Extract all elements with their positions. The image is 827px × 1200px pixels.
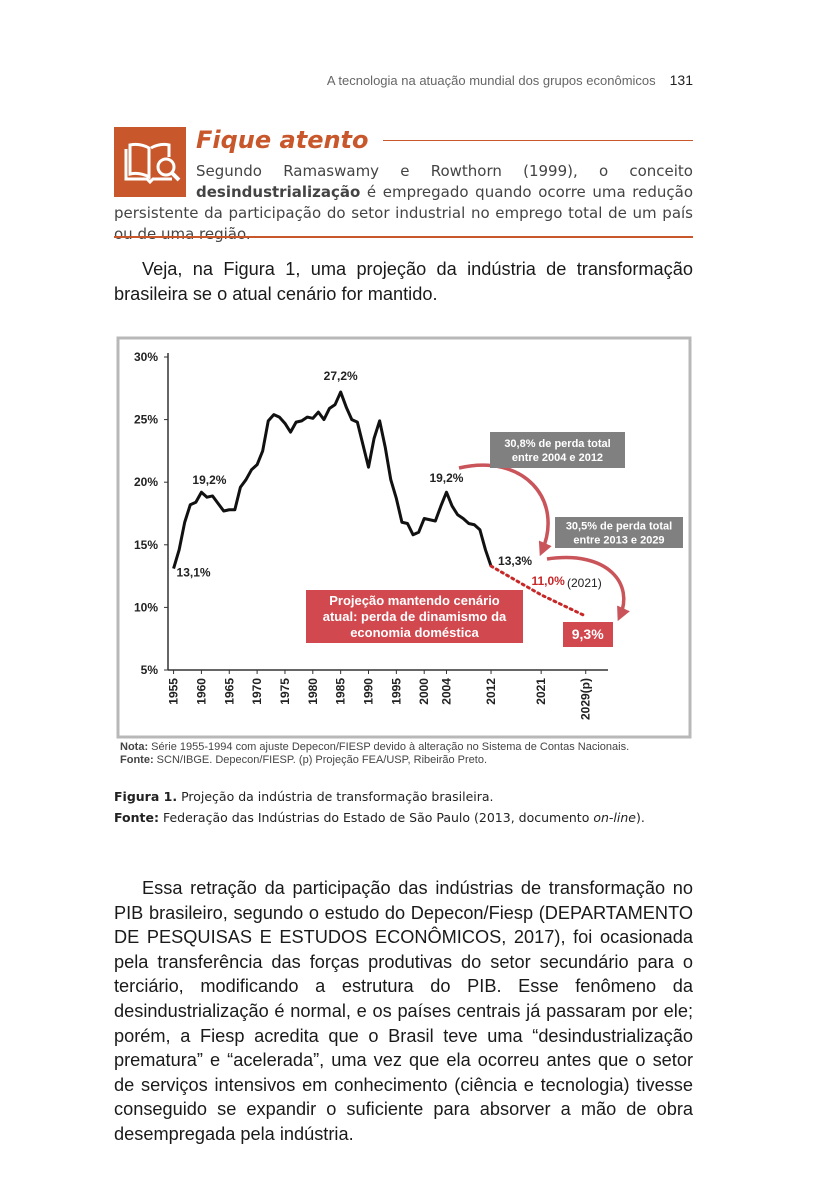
chart: 5% 10% 15% 20% 25% 30% 1955 1960 1965 1970 1975 198… — [116, 336, 692, 766]
x-tick-label: 1965 — [222, 678, 236, 705]
book-icon — [124, 142, 181, 185]
annotation-text: economia doméstica — [350, 625, 479, 640]
page-number: 131 — [669, 72, 693, 88]
paragraph: Veja, na Figura 1, uma projeção da indús… — [114, 259, 693, 304]
annotation-text: entre 2013 e 2029 — [573, 534, 664, 546]
note-part: SCN/IBGE. Depecon/FIESP. (p) Projeção FE… — [157, 754, 487, 766]
text: Federação das Indústrias do Estado de Sã… — [162, 810, 594, 825]
annotation-box — [555, 517, 683, 548]
running-header: A tecnologia na atuação mundial dos grup… — [114, 72, 693, 88]
note-part: Fonte: — [120, 754, 154, 766]
x-tick-label: 2029(p) — [579, 678, 593, 720]
y-tick-label: 15% — [134, 538, 158, 552]
data-label: 13,1% — [177, 566, 211, 580]
callout: Fique atento Segundo Ramaswamy e Rowthor… — [114, 126, 693, 245]
x-tick-label: 1995 — [389, 678, 403, 705]
paragraph: Essa retração da participação das indúst… — [114, 878, 693, 1144]
callout-title: Fique atento — [196, 126, 369, 154]
title-rule — [382, 139, 693, 141]
x-tick-label: 1975 — [278, 678, 292, 705]
data-label: 13,3% — [498, 554, 532, 568]
text: é empregado quando ocorre uma redução pe… — [114, 183, 693, 243]
x-tick-label: 2004 — [439, 678, 453, 705]
arrow — [458, 463, 552, 557]
annotation-text: entre 2004 e 2012 — [512, 452, 603, 464]
arrow — [546, 555, 630, 622]
x-tick-label: 1970 — [250, 678, 264, 705]
y-tick-label: 5% — [141, 663, 159, 677]
caption-text: Projeção da indústria de transformação b… — [181, 789, 494, 804]
figure-caption: Figura 1. Projeção da indústria de trans… — [114, 786, 693, 828]
y-tick-label: 25% — [134, 413, 158, 427]
x-tick-label: 1960 — [194, 678, 208, 705]
chart-source: Fonte: SCN/IBGE. Depecon/FIESP. (p) Proj… — [120, 754, 487, 766]
x-tick-label: 1980 — [306, 678, 320, 705]
x-tick-label: 1990 — [362, 678, 376, 705]
data-label: 9,3% — [572, 626, 604, 642]
annotation-text: 30,5% de perda total — [566, 520, 672, 532]
annotation-text: atual: perda de dinamismo da — [323, 609, 507, 624]
y-tick-label: 30% — [134, 350, 158, 364]
callout-icon — [114, 127, 186, 197]
label-box — [563, 622, 613, 647]
callout-title-row: Fique atento — [196, 126, 693, 154]
running-title: A tecnologia na atuação mundial dos grup… — [326, 73, 656, 88]
x-tick-label: 1955 — [167, 678, 181, 705]
annotation-box — [490, 432, 625, 468]
caption-source: Fonte: Federação das Indústrias do Estad… — [114, 807, 693, 828]
x-tick-label: 2000 — [417, 678, 431, 705]
year-note: (2021) — [567, 576, 602, 590]
y-tick-label: 10% — [134, 600, 158, 614]
caption-line: Figura 1. Projeção da indústria de trans… — [114, 786, 693, 807]
source-label: Fonte: — [114, 810, 159, 825]
data-line — [172, 390, 493, 570]
x-tick-label: 2012 — [484, 678, 498, 705]
figure-label: Figura 1. — [114, 789, 178, 804]
annotation-box — [306, 590, 523, 643]
data-line — [489, 564, 588, 618]
term: desindustrialização — [196, 183, 361, 201]
text: on-line — [593, 810, 636, 825]
text: Segundo Ramaswamy e Rowthorn (1999), o c… — [196, 162, 693, 180]
x-tick-label: 1985 — [334, 678, 348, 705]
data-label: 11,0% — [531, 574, 565, 588]
annotation-text: 30,8% de perda total — [504, 438, 610, 450]
data-label: 19,2% — [429, 471, 463, 485]
callout-rule — [114, 236, 693, 238]
x-tick-label: 2021 — [534, 678, 548, 705]
annotation-text: Projeção mantendo cenário — [329, 593, 500, 608]
data-label: 27,2% — [324, 369, 358, 383]
callout-text: Segundo Ramaswamy e Rowthorn (1999), o c… — [114, 161, 693, 245]
y-tick-label: 20% — [134, 475, 158, 489]
chart-note: Nota: Série 1955-1994 com ajuste Depecon… — [120, 741, 629, 753]
note-part: Série 1955-1994 com ajuste Depecon/FIESP… — [151, 741, 629, 753]
text: ). — [635, 810, 645, 825]
note-part: Nota: — [120, 741, 148, 753]
data-label: 19,2% — [192, 473, 226, 487]
